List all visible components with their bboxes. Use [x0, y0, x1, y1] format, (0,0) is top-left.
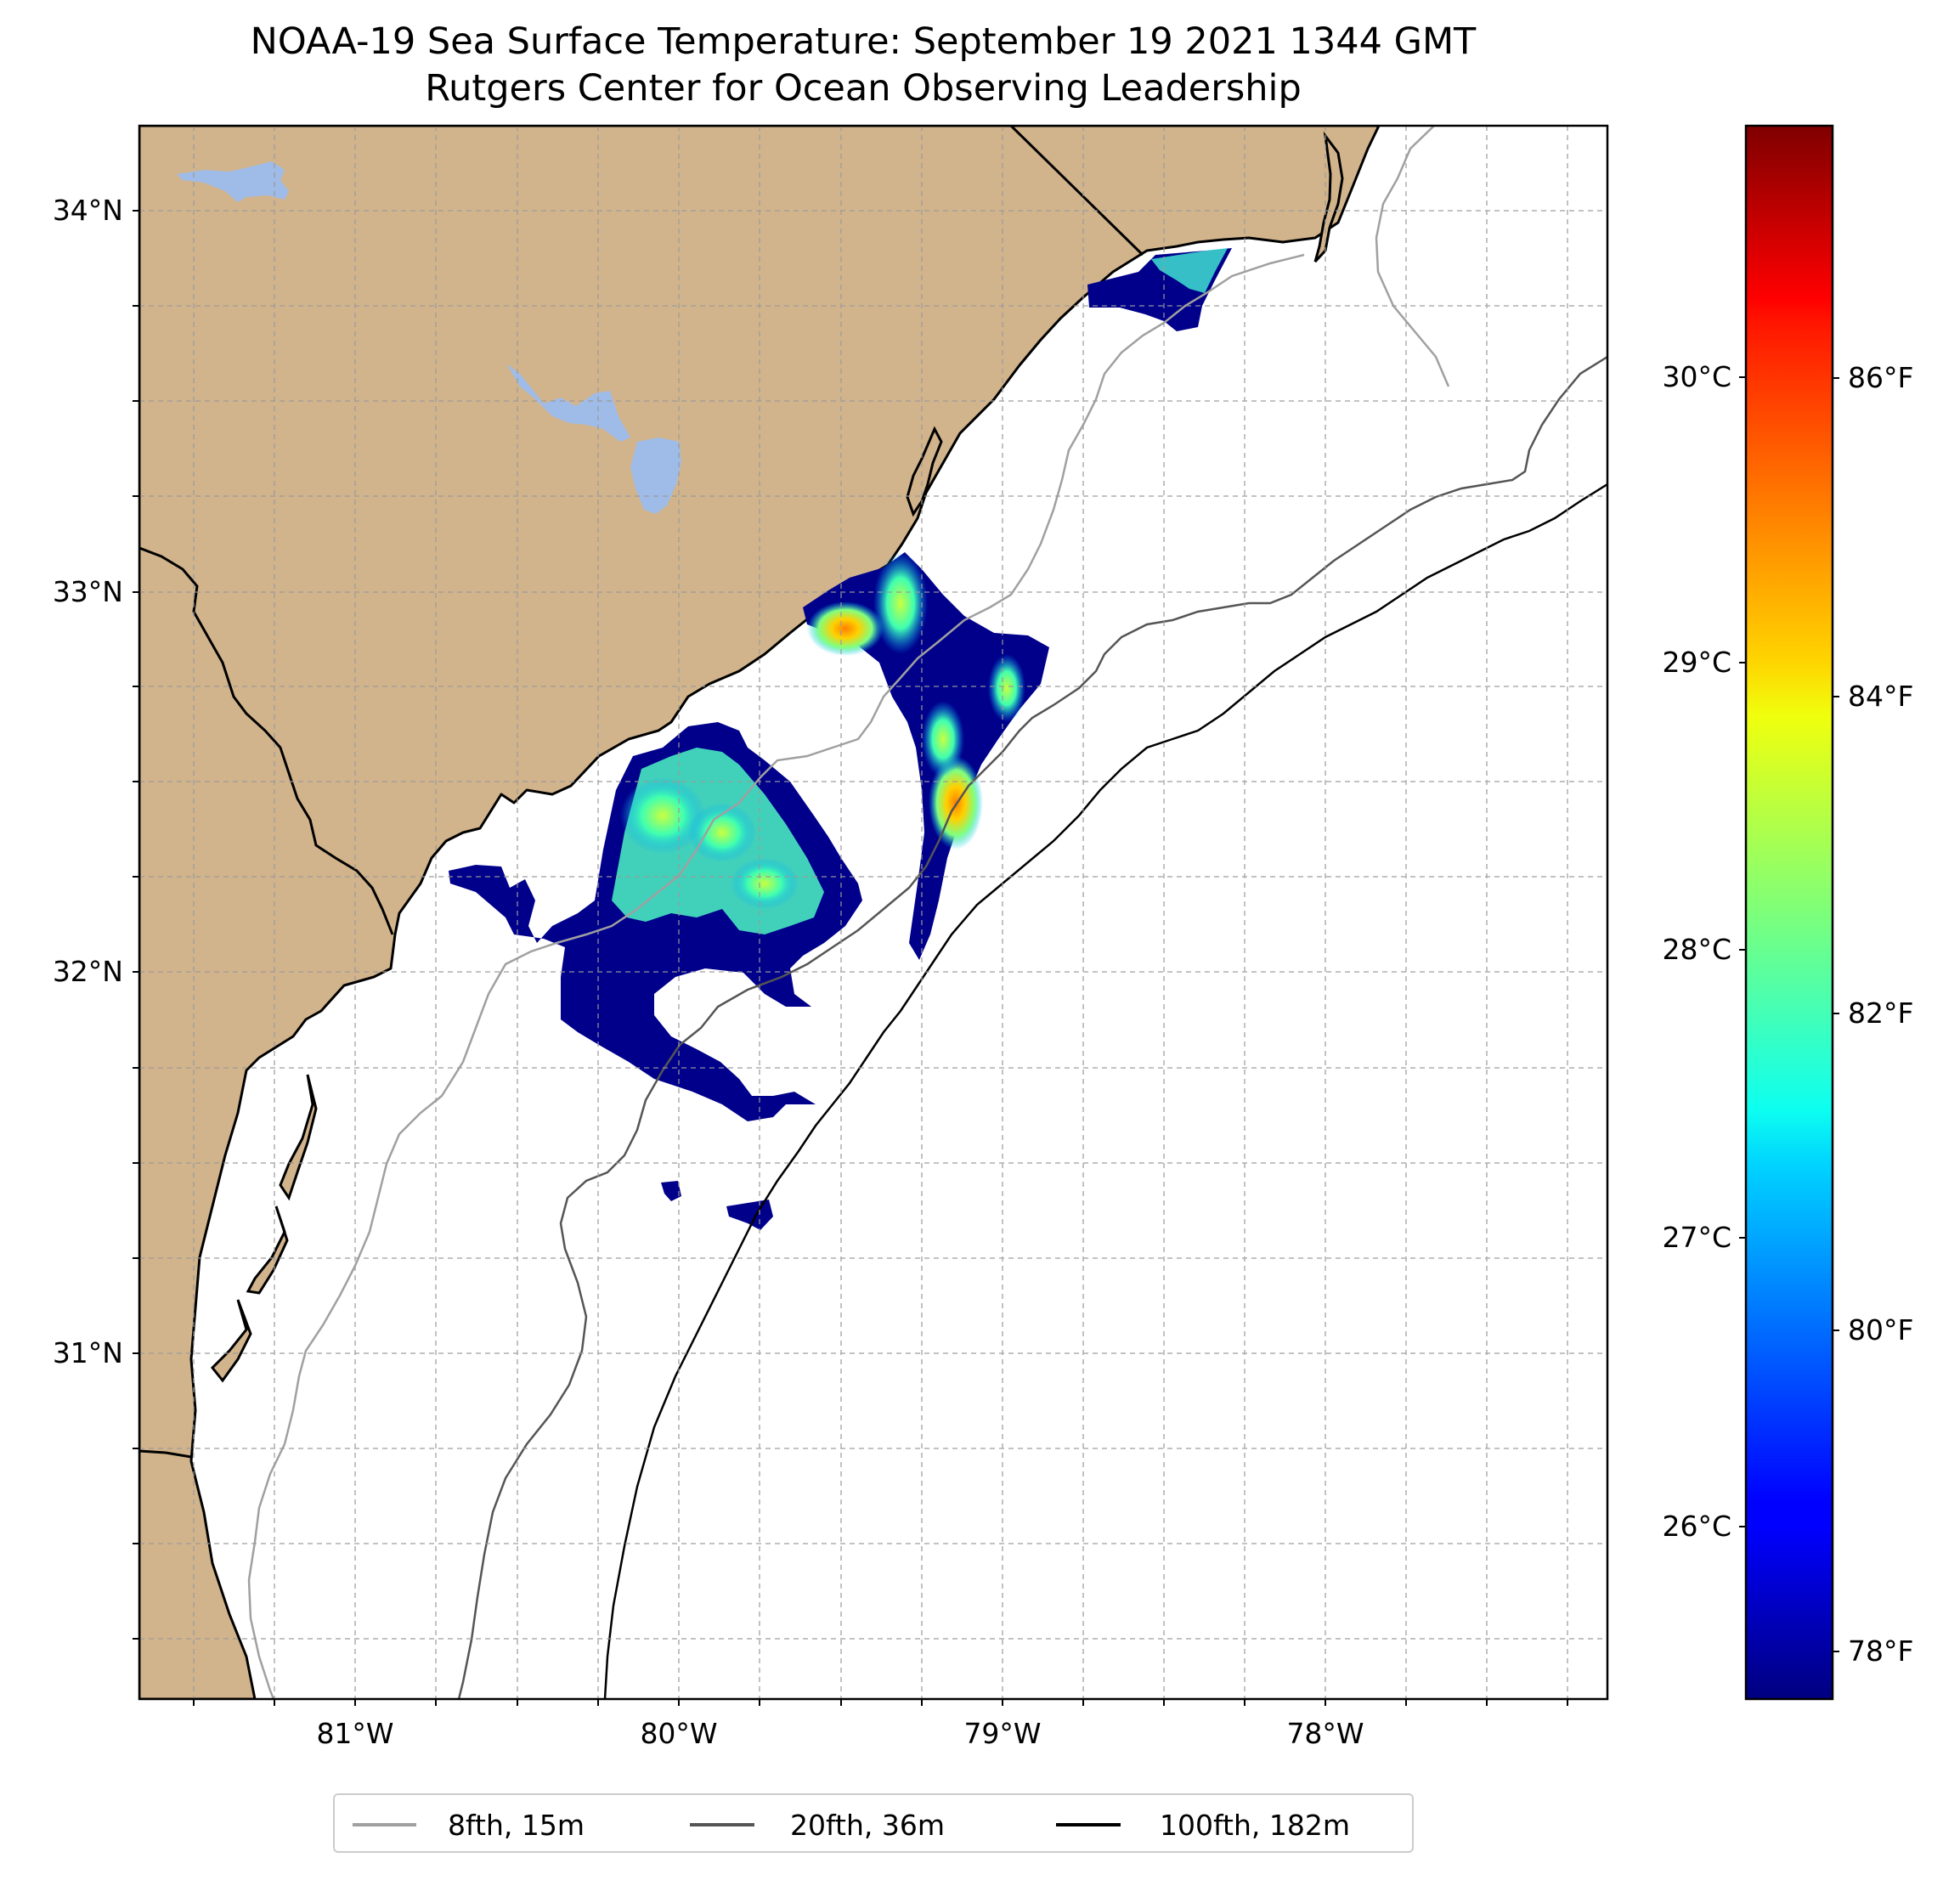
sst-warm-7 — [688, 803, 756, 862]
map-frame — [138, 124, 1609, 1701]
contour-20fth — [457, 355, 1607, 1699]
coastal-island-a — [906, 426, 943, 517]
lon-tick-label-78: 78°W — [1286, 1717, 1364, 1750]
colorbar-c-label-28: 28°C — [1662, 933, 1731, 966]
state-border-ga — [139, 546, 394, 935]
lake-marion — [506, 364, 630, 442]
sst-warm-6 — [620, 777, 705, 854]
lat-tick-label-32: 32°N — [53, 955, 123, 988]
lake-north — [177, 161, 289, 202]
land-area — [139, 126, 1381, 1699]
lon-tick-label-80: 80°W — [640, 1717, 717, 1750]
temperature-colorbar: 26°C 27°C 28°C 29°C 30°C 78°F 80°F 82°F … — [1662, 124, 1913, 1701]
sst-patch-north-warm — [1151, 248, 1228, 293]
colorbar-f-label-82: 82°F — [1848, 996, 1913, 1030]
sst-warm-2 — [873, 552, 928, 654]
coastal-island-b — [279, 1074, 318, 1201]
contour-legend: 8fth, 15m 20fth, 36m 100fth, 182m — [333, 1793, 1414, 1853]
sst-patch-small-1 — [661, 1181, 681, 1201]
cape-island — [1313, 131, 1344, 263]
lat-tick-label-33: 33°N — [53, 575, 123, 608]
colorbar-c-label-26: 26°C — [1662, 1510, 1731, 1543]
coastal-island-c — [246, 1205, 289, 1295]
colorbar-gradient — [1744, 124, 1834, 1701]
colorbar-c-label-29: 29°C — [1662, 646, 1731, 679]
colorbar-c-label-27: 27°C — [1662, 1221, 1731, 1254]
lat-tick-label-31: 31°N — [53, 1336, 123, 1369]
colorbar-f-label-80: 80°F — [1848, 1313, 1913, 1346]
colorbar-f-label-84: 84°F — [1848, 680, 1913, 713]
lon-tick-label-79: 79°W — [963, 1717, 1041, 1750]
colorbar-f-label-78: 78°F — [1848, 1634, 1913, 1668]
colorbar-c-label-30: 30°C — [1662, 360, 1731, 393]
lat-tick-label-34: 34°N — [53, 194, 123, 227]
lake-moultrie — [630, 438, 681, 514]
sst-warm-1 — [807, 601, 884, 656]
lat-axis — [133, 210, 139, 1640]
state-border-fl — [139, 1449, 192, 1459]
sst-warm-5 — [988, 654, 1025, 722]
contour-8fth — [247, 126, 1450, 1699]
lon-tick-label-81: 81°W — [316, 1717, 393, 1750]
sst-warm-8 — [731, 858, 799, 909]
coastal-island-d — [210, 1299, 252, 1383]
map-title-line1: NOAA-19 Sea Surface Temperature: Septemb… — [251, 20, 1477, 63]
colorbar-f-label-86: 86°F — [1848, 361, 1913, 394]
sst-warm-4 — [922, 701, 964, 777]
legend-label-8fth: 8fth, 15m — [448, 1809, 585, 1842]
map-title-line2: Rutgers Center for Ocean Observing Leade… — [425, 67, 1302, 110]
legend-label-100fth: 100fth, 182m — [1160, 1809, 1350, 1842]
map-panel — [138, 124, 1609, 1701]
state-border — [1009, 126, 1144, 257]
legend-label-20fth: 20fth, 36m — [790, 1809, 945, 1842]
lon-axis — [193, 1699, 1568, 1706]
sst-warm-3 — [929, 756, 983, 850]
gridlines — [139, 126, 1607, 1699]
